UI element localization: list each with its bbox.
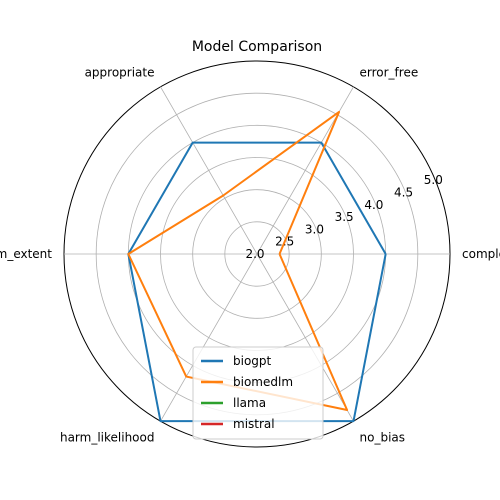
tick-label-3.0: 3.0 — [305, 222, 324, 236]
radial-tick-labels: 2.02.53.03.54.04.55.0 — [245, 173, 442, 261]
spoke-no_bias — [256, 253, 354, 422]
tick-label-5.0: 5.0 — [424, 173, 443, 187]
axis-label-harm_likelihood: harm_likelihood — [60, 431, 155, 445]
legend-label-biogpt: biogpt — [233, 354, 272, 368]
axis-label-error_free: error_free — [360, 65, 419, 79]
legend-label-llama: llama — [233, 396, 266, 410]
tick-label-4.5: 4.5 — [394, 185, 413, 199]
spoke-harm_likelihood — [160, 253, 258, 422]
chart-title: Model Comparison — [192, 39, 322, 55]
series-lines — [127, 110, 387, 423]
legend-label-biomedlm: biomedlm — [233, 375, 293, 389]
axis-label-harm_extent: harm_extent — [0, 247, 52, 261]
series-line-biomedlm — [127, 110, 349, 411]
axis-label-no_bias: no_bias — [360, 431, 406, 445]
legend-box — [192, 346, 324, 440]
tick-label-4.0: 4.0 — [364, 198, 383, 212]
spoke-appropriate — [160, 86, 258, 255]
legend: biogpt biomedlm llama mistral — [192, 346, 324, 440]
axis-labels: complete error_free appropriate harm_extent… — [0, 65, 500, 444]
axis-label-appropriate: appropriate — [85, 65, 155, 79]
tick-label-2.0: 2.0 — [245, 247, 264, 261]
legend-label-mistral: mistral — [233, 417, 275, 431]
axis-label-complete: complete — [462, 247, 500, 261]
tick-label-3.5: 3.5 — [335, 210, 354, 224]
